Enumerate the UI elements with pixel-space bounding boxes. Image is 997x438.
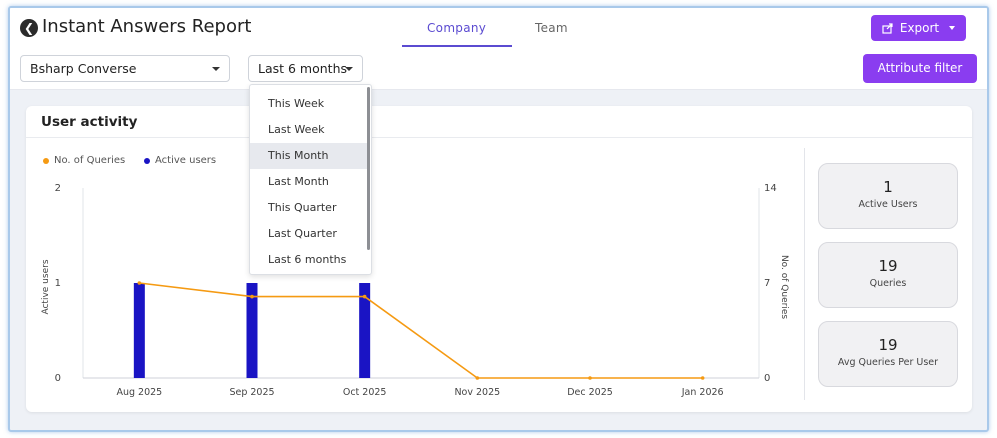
period-select[interactable]: Last 6 months	[248, 55, 363, 82]
x-tick-label: Aug 2025	[116, 387, 162, 398]
period-dropdown-menu: This Week Last Week This Month Last Mont…	[249, 84, 372, 275]
stat-label: Active Users	[858, 199, 918, 210]
stat-card-active-users: 1 Active Users	[818, 163, 958, 229]
y-axis-title-left: Active users	[41, 259, 51, 314]
queries-point	[475, 376, 480, 380]
y-tick-label-right: 0	[764, 373, 770, 384]
queries-point	[137, 281, 142, 285]
stat-value: 19	[878, 336, 898, 354]
bar	[359, 283, 371, 378]
user-activity-chart: 0 1 2 0 7 14 Active users No. of Queries Aug 202…	[41, 183, 789, 398]
dropdown-item-this-month[interactable]: This Month	[250, 143, 368, 169]
active-tab-indicator	[402, 45, 512, 47]
dropdown-item-this-week[interactable]: This Week	[268, 97, 325, 110]
attribute-filter-button[interactable]: Attribute filter	[863, 54, 977, 83]
queries-line	[139, 282, 703, 379]
dropdown-scrollbar[interactable]	[367, 87, 370, 250]
stat-label: Avg Queries Per User	[837, 357, 939, 368]
company-select-value: Bsharp Converse	[30, 61, 137, 76]
x-tick-label: Dec 2025	[567, 387, 613, 398]
export-button[interactable]: Export	[871, 15, 966, 41]
chevron-down-icon	[212, 67, 220, 71]
chevron-down-icon	[345, 67, 353, 71]
y-tick-label-left: 1	[55, 278, 61, 289]
legend-label: No. of Queries	[54, 155, 126, 166]
stat-card-avg-queries: 19 Avg Queries Per User	[818, 321, 958, 387]
queries-point	[362, 294, 367, 299]
queries-point	[700, 376, 705, 380]
x-tick-label: Nov 2025	[454, 387, 500, 398]
legend-item-queries[interactable]: No. of Queries	[43, 155, 125, 166]
dropdown-item-last-month[interactable]: Last Month	[268, 175, 329, 188]
back-arrow-icon[interactable]: ❮	[20, 19, 38, 37]
y-tick-label-right: 14	[764, 183, 777, 194]
card-title: User activity	[41, 114, 138, 130]
divider	[26, 137, 972, 138]
y-tick-label-left: 0	[55, 373, 61, 384]
chevron-down-icon	[949, 26, 956, 30]
user-activity-card: User activity No. of Queries Active user…	[26, 106, 972, 412]
divider	[804, 148, 805, 400]
legend-item-active-users[interactable]: Active users	[144, 155, 216, 166]
top-bar: ❮ Instant Answers Report Company Team Ex…	[10, 8, 987, 48]
dropdown-item-last-week[interactable]: Last Week	[268, 123, 325, 136]
tab-team[interactable]: Team	[535, 21, 568, 35]
page-title: Instant Answers Report	[42, 16, 252, 37]
stat-value: 1	[883, 178, 893, 196]
legend-dot-icon	[144, 157, 150, 164]
period-select-value: Last 6 months	[258, 61, 348, 76]
legend-label: Active users	[155, 155, 217, 166]
y-tick-label-left: 2	[55, 183, 61, 194]
tab-company[interactable]: Company	[427, 21, 487, 35]
dropdown-item-last-6-months[interactable]: Last 6 months	[268, 253, 347, 266]
report-window: ❮ Instant Answers Report Company Team Ex…	[8, 6, 989, 432]
bar	[133, 283, 145, 378]
y-axis-title-right: No. of Queries	[779, 255, 789, 319]
company-select[interactable]: Bsharp Converse	[20, 55, 230, 82]
stat-card-queries: 19 Queries	[818, 242, 958, 308]
x-tick-label: Jan 2026	[681, 387, 724, 398]
y-tick-label-right: 7	[764, 278, 770, 289]
bar	[246, 283, 258, 378]
filter-bar: Bsharp Converse Last 6 months Attribute …	[10, 48, 987, 90]
queries-point	[250, 294, 254, 299]
dropdown-item-last-quarter[interactable]: Last Quarter	[268, 227, 337, 240]
legend-dot-icon	[43, 157, 49, 164]
export-icon	[882, 22, 893, 34]
x-tick-label: Sep 2025	[229, 387, 274, 398]
export-label: Export	[899, 21, 940, 35]
stat-label: Queries	[869, 278, 907, 289]
x-tick-label: Oct 2025	[343, 387, 387, 398]
stat-value: 19	[878, 257, 898, 275]
queries-point	[588, 376, 592, 380]
dropdown-item-this-quarter[interactable]: This Quarter	[268, 201, 337, 214]
